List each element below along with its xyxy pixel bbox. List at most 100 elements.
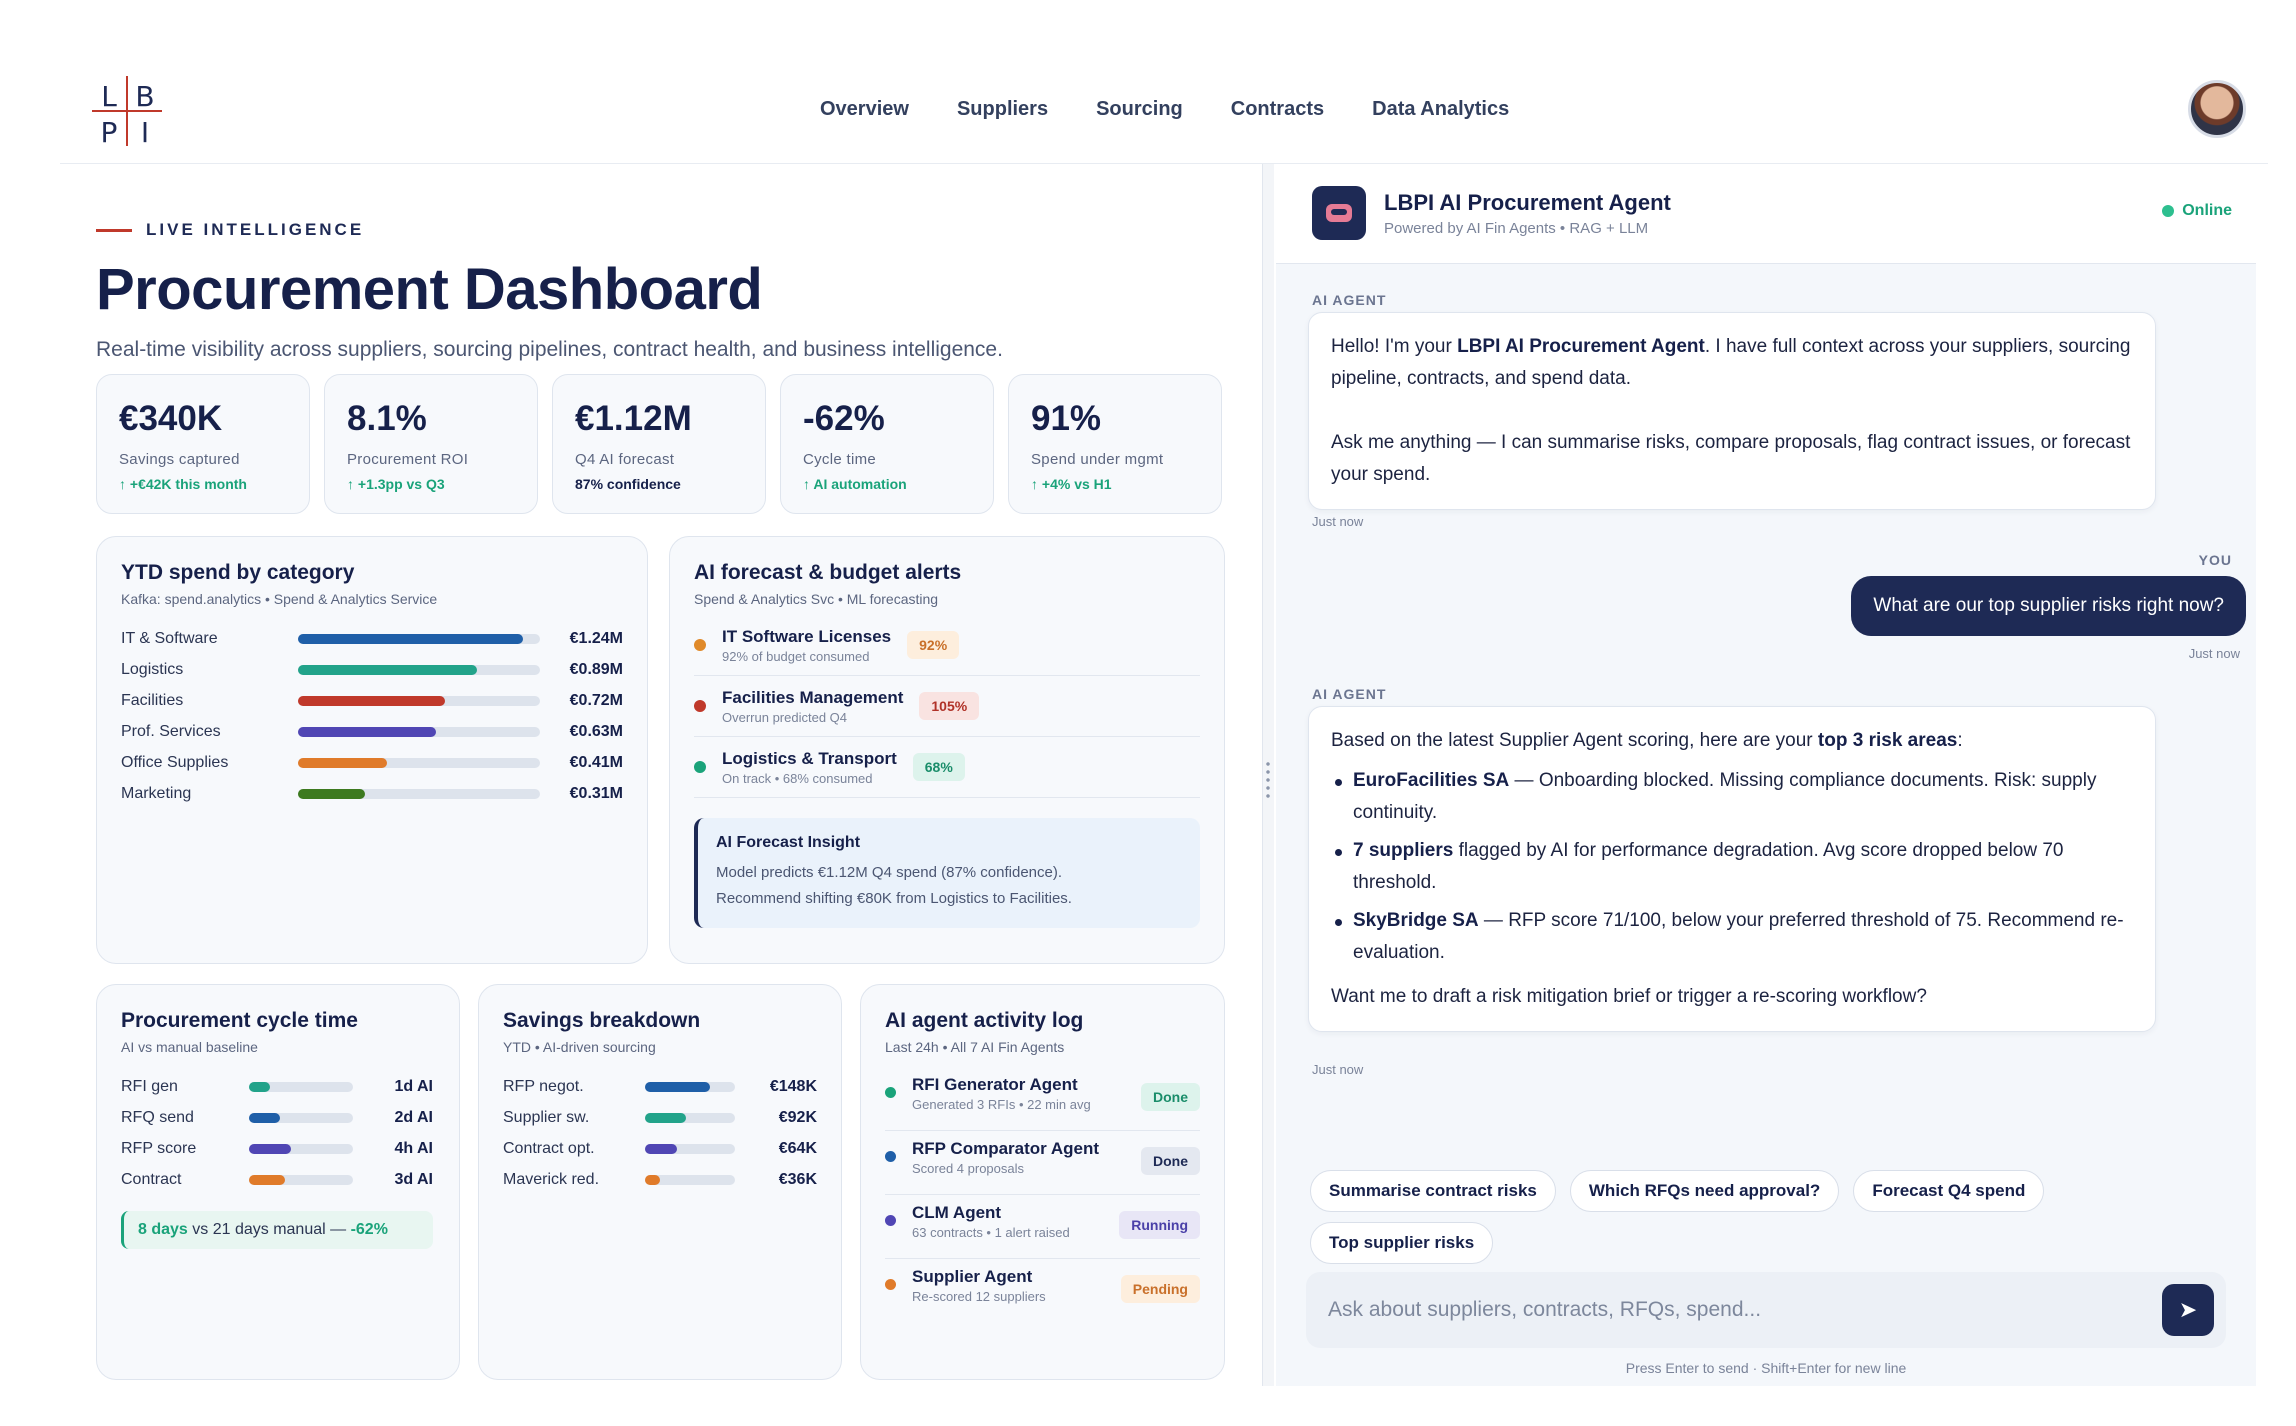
main-nav: Overview Suppliers Sourcing Contracts Da…	[820, 98, 1509, 121]
card-title: YTD spend by category	[121, 561, 355, 584]
user-avatar[interactable]	[2188, 80, 2246, 138]
bar-row: Contract opt. €64K	[503, 1133, 817, 1164]
alert-badge: 68%	[912, 753, 965, 781]
bar-label: RFP negot.	[503, 1077, 584, 1095]
bar-track	[249, 1143, 353, 1154]
nav-suppliers[interactable]: Suppliers	[956, 98, 1049, 120]
budget-alert[interactable]: IT Software Licenses 92% of budget consum…	[694, 615, 1200, 676]
agent-name: CLM Agent	[912, 1203, 1002, 1222]
activity-item[interactable]: CLM Agent 63 contracts • 1 alert raised Ru…	[885, 1195, 1200, 1259]
chat-input[interactable]	[1328, 1272, 2128, 1348]
kpi-label: Procurement ROI	[347, 451, 469, 468]
savings-bars: RFP negot. €148K Supplier sw. €92K Contract …	[503, 1071, 817, 1195]
lbpi-logo[interactable]: L B P I	[92, 74, 162, 149]
insight-line: Recommend shifting €80K from Logistics t…	[716, 890, 1072, 907]
budget-alert[interactable]: Facilities Management Overrun predicted Q…	[694, 676, 1200, 737]
agent-activity-card: AI agent activity log Last 24h • All 7 A…	[860, 984, 1225, 1380]
kpi-value: €1.12M	[575, 399, 692, 438]
chat-header: LBPI AI Procurement Agent Powered by AI …	[1276, 164, 2256, 264]
suggestion-chip[interactable]: Which RFQs need approval?	[1569, 1170, 1840, 1212]
bar-row: Prof. Services €0.63M	[121, 716, 623, 747]
nav-data-analytics[interactable]: Data Analytics	[1372, 98, 1510, 120]
agent-detail: Generated 3 RFIs • 22 min avg	[912, 1097, 1091, 1112]
risk-text: — RFP score 71/100, below your preferred…	[1353, 910, 2124, 963]
bar-value: €0.63M	[569, 722, 624, 740]
bar-row: RFQ send 2d AI	[121, 1102, 435, 1133]
bot-avatar-icon	[1312, 186, 1366, 240]
activity-item[interactable]: RFP Comparator Agent Scored 4 proposals Do…	[885, 1131, 1200, 1195]
message-text: Ask me anything — I can summarise risks,…	[1331, 432, 2131, 485]
card-subtitle: Last 24h • All 7 AI Fin Agents	[885, 1039, 1065, 1055]
activity-text: RFP Comparator Agent Scored 4 proposals	[912, 1139, 1108, 1176]
nav-overview[interactable]: Overview	[820, 98, 909, 120]
bar-value: €36K	[778, 1170, 817, 1188]
bar-track	[249, 1112, 353, 1123]
budget-alert[interactable]: Logistics & Transport On track • 68% cons…	[694, 737, 1200, 798]
kpi-card: €340K Savings captured ↑ +€42K this month	[96, 374, 310, 514]
message-timestamp: Just now	[1312, 514, 1364, 529]
kpi-delta: 87% confidence	[575, 476, 681, 492]
agent-name: RFI Generator Agent	[912, 1075, 1078, 1094]
kpi-delta: ↑ AI automation	[803, 476, 907, 492]
user-message: What are our top supplier risks right no…	[1851, 576, 2246, 636]
kpi-value: 91%	[1031, 399, 1102, 438]
bar-fill	[297, 788, 366, 799]
bar-fill	[297, 695, 446, 706]
bar-label: Office Supplies	[121, 753, 229, 771]
bar-value: €0.41M	[569, 753, 624, 771]
logo-letter: L	[101, 80, 117, 113]
activity-item[interactable]: RFI Generator Agent Generated 3 RFIs • 22…	[885, 1067, 1200, 1131]
suggestion-chip[interactable]: Top supplier risks	[1310, 1222, 1494, 1264]
agent-name: RFP Comparator Agent	[912, 1139, 1100, 1158]
status-badge: Running	[1119, 1211, 1200, 1239]
dashboard-panel: LIVE INTELLIGENCE Procurement Dashboard …	[96, 164, 1226, 1394]
bar-fill	[297, 664, 477, 675]
agent-name: Supplier Agent	[912, 1267, 1033, 1286]
page-subtitle: Real-time visibility across suppliers, s…	[96, 338, 1003, 361]
cycle-bars: RFI gen 1d AI RFQ send 2d AI RFP score 4h AI C…	[121, 1071, 435, 1195]
bar-track	[645, 1143, 735, 1154]
message-text: :	[1957, 730, 1963, 751]
activity-text: RFI Generator Agent Generated 3 RFIs • 22…	[912, 1075, 1108, 1112]
activity-text: Supplier Agent Re-scored 12 suppliers	[912, 1267, 1108, 1304]
card-subtitle: Spend & Analytics Svc • ML forecasting	[694, 591, 939, 607]
logo-letter: B	[135, 80, 155, 113]
logo-divider	[92, 110, 162, 112]
kpi-value: €340K	[119, 399, 223, 438]
nav-contracts[interactable]: Contracts	[1230, 98, 1325, 120]
alert-badge: 105%	[919, 692, 980, 720]
alert-sub: 92% of budget consumed	[722, 648, 870, 664]
kpi-value: 8.1%	[347, 399, 427, 438]
agent-name: LBPI AI Procurement Agent	[1384, 190, 1671, 215]
bar-row: Marketing €0.31M	[121, 778, 623, 809]
suggestion-chip[interactable]: Forecast Q4 spend	[1853, 1170, 2045, 1212]
agent-detail: Re-scored 12 suppliers	[912, 1289, 1046, 1304]
bar-track	[297, 757, 540, 768]
kpi-card: 91% Spend under mgmt ↑ +4% vs H1	[1008, 374, 1222, 514]
status-dot-icon	[694, 761, 706, 773]
risk-subject: SkyBridge SA	[1353, 910, 1479, 931]
bar-label: Supplier sw.	[503, 1108, 590, 1126]
status-dot-icon	[885, 1087, 896, 1098]
suggestion-chip[interactable]: Summarise contract risks	[1310, 1170, 1556, 1212]
callout-days: 8 days	[138, 1221, 188, 1238]
panel-splitter[interactable]	[1262, 164, 1274, 1386]
bar-value: 4h AI	[394, 1139, 433, 1157]
spend-bars: IT & Software €1.24M Logistics €0.89M Facili…	[121, 623, 623, 809]
agent-detail: 63 contracts • 1 alert raised	[912, 1225, 1070, 1240]
insight-line: Model predicts €1.12M Q4 spend (87% conf…	[716, 864, 1063, 881]
nav-sourcing[interactable]: Sourcing	[1096, 98, 1183, 120]
kpi-label: Q4 AI forecast	[575, 451, 675, 468]
bar-fill	[645, 1112, 686, 1123]
activity-item[interactable]: Supplier Agent Re-scored 12 suppliers Pend…	[885, 1259, 1200, 1323]
risk-subject: 7 suppliers	[1353, 840, 1454, 861]
send-button[interactable]: ➤	[2162, 1284, 2214, 1336]
bar-row: Maverick red. €36K	[503, 1164, 817, 1195]
drag-handle-icon[interactable]	[1266, 760, 1270, 800]
bar-row: Facilities €0.72M	[121, 685, 623, 716]
kpi-row: €340K Savings captured ↑ +€42K this month 8…	[96, 374, 1222, 514]
bar-value: €0.31M	[569, 784, 624, 802]
alert-title: Logistics & Transport	[722, 748, 897, 768]
logo-letter: I	[140, 116, 150, 149]
send-icon: ➤	[2178, 1297, 2198, 1322]
